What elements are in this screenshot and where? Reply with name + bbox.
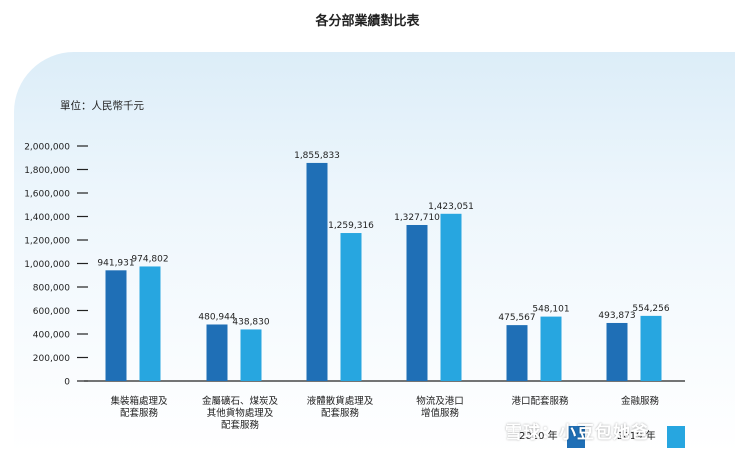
bar-2019	[440, 213, 462, 381]
category-label: 增值服務	[421, 407, 460, 419]
chart-panel	[14, 52, 735, 453]
legend-swatch	[667, 426, 685, 448]
category-label: 配套服務	[221, 419, 260, 431]
chart-title: 各分部業績對比表	[315, 14, 420, 29]
legend-swatch	[567, 426, 585, 448]
bar-2020	[306, 162, 328, 381]
bar-2020	[506, 325, 528, 381]
data-label: 1,327,710	[394, 213, 440, 223]
data-label: 1,423,051	[428, 202, 474, 212]
y-tick-label: 1,600,000	[24, 190, 70, 200]
category-label: 金融服務	[621, 395, 660, 407]
y-tick-label: 1,000,000	[24, 260, 70, 270]
category-label: 其他貨物處理及	[207, 407, 274, 419]
data-label: 475,567	[498, 313, 535, 323]
data-label: 438,830	[232, 317, 269, 327]
category-label: 物流及港口	[416, 395, 464, 407]
y-tick-label: 0	[64, 378, 70, 388]
category-label: 液體散貨處理及	[307, 395, 374, 407]
unit-label: 單位：人民幣千元	[60, 100, 144, 112]
y-tick-label: 800,000	[33, 284, 70, 294]
data-label: 1,259,316	[328, 221, 374, 231]
category-label: 港口配套服務	[511, 395, 569, 407]
bar-2019	[540, 316, 562, 381]
category-label: 配套服務	[120, 407, 159, 419]
legend-label: 2020 年	[519, 429, 558, 442]
data-label: 493,873	[598, 311, 635, 321]
bar-2019	[640, 315, 662, 381]
data-label: 941,931	[97, 258, 134, 268]
bar-2019	[139, 266, 161, 381]
data-label: 480,944	[198, 312, 235, 322]
bar-2020	[606, 322, 628, 381]
y-tick-label: 400,000	[33, 331, 70, 341]
y-tick-label: 1,800,000	[24, 166, 70, 176]
legend-label: 2019 年	[617, 429, 656, 442]
y-tick-label: 1,400,000	[24, 213, 70, 223]
bar-2020	[105, 270, 127, 381]
data-label: 548,101	[532, 305, 569, 315]
bar-2019	[340, 233, 362, 381]
y-tick-label: 200,000	[33, 354, 70, 364]
y-tick-label: 1,200,000	[24, 237, 70, 247]
data-label: 974,802	[131, 254, 168, 264]
category-label: 配套服務	[321, 407, 360, 419]
y-tick-label: 2,000,000	[24, 143, 70, 153]
category-label: 金屬礦石、煤炭及	[202, 395, 279, 407]
category-label: 集裝箱處理及	[110, 395, 168, 407]
bar-2020	[406, 224, 428, 381]
bar-2019	[240, 329, 262, 381]
data-label: 554,256	[632, 304, 669, 314]
watermark-text: 雪球：小豆包她爸	[505, 423, 649, 443]
y-tick-label: 600,000	[33, 307, 70, 317]
bar-2020	[206, 324, 228, 381]
data-label: 1,855,833	[294, 151, 340, 161]
